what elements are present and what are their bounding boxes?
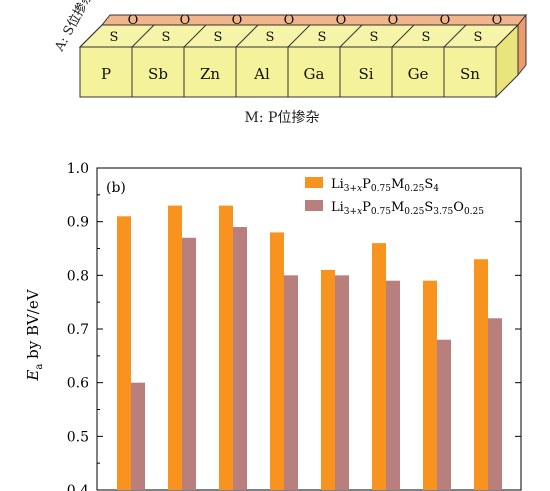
cube-label: Zn: [200, 65, 220, 83]
cube-label: Si: [358, 65, 373, 83]
bar-zn-series-1: [219, 205, 233, 491]
plot-frame: [96, 167, 522, 491]
cube-edge: [183, 24, 207, 48]
bar-al-series-1: [270, 232, 284, 490]
cube-label: Sb: [148, 65, 168, 83]
cube-label: Al: [253, 65, 270, 83]
s-atom-label: S: [266, 30, 275, 45]
o-atom-label: O: [492, 13, 503, 28]
y-axis: 0.4 0.5 0.6 0.7 0.8 0.9 1.0: [67, 161, 521, 491]
y-tick-label: 0.6: [67, 376, 89, 392]
o-atom-label: O: [128, 13, 139, 28]
y-axis-label-sub: a: [34, 364, 45, 370]
o-atom-label: O: [232, 13, 243, 28]
y-tick-label: 0.8: [67, 268, 89, 284]
cube-front-ge: [391, 46, 445, 98]
cube-edge: [235, 24, 259, 48]
bar-sn-series-1: [474, 259, 488, 490]
bottom-label: M: P位掺杂: [245, 109, 320, 126]
oxygen-strip-side: [517, 13, 527, 77]
o-atom-label: O: [180, 13, 191, 28]
bar-si-series-1: [372, 243, 386, 490]
o-atom-label: O: [336, 13, 347, 28]
cube-edge: [443, 24, 467, 48]
o-atom-label: O: [440, 13, 451, 28]
bar-sb-series-1: [168, 205, 182, 491]
s-atom-label: S: [110, 30, 119, 45]
cube-front-sn: [443, 46, 497, 98]
y-axis-label-main: E: [24, 370, 42, 382]
cube-front-al: [235, 46, 289, 98]
bar-ga-series-2: [335, 275, 349, 490]
cube-edge: [391, 24, 415, 48]
cube-front-zn: [183, 46, 237, 98]
cube-label: P: [101, 65, 111, 83]
s-atom-label: S: [162, 30, 171, 45]
o-atom-label: O: [284, 13, 295, 28]
cube-label: Sn: [460, 65, 480, 83]
y-axis-label-rest: by BV/eV: [24, 288, 42, 363]
cube-front-sb: [131, 46, 185, 98]
cube-label: Ge: [408, 65, 429, 83]
legend-swatch-s4: [305, 177, 323, 188]
bars: [117, 205, 502, 491]
bar-sb-series-2: [182, 237, 196, 490]
s-atom-label: S: [214, 30, 223, 45]
bar-ge-series-1: [423, 280, 437, 490]
cube-front-p: [79, 46, 133, 98]
bar-chart: 0.4 0.5 0.6 0.7 0.8 0.9 1.0 (b) Ea by BV/eV Li…: [24, 161, 522, 491]
s-atom-label: S: [474, 30, 483, 45]
legend-entry-s4: Li3+xP0.75M0.25S4: [331, 177, 439, 194]
bar-p-series-1: [117, 216, 131, 491]
y-axis-label: Ea by BV/eV: [24, 288, 45, 381]
cube-edge: [131, 24, 155, 48]
oxygen-strip-top: [100, 14, 528, 26]
o-atom-label: O: [388, 13, 399, 28]
legend-entry-o: Li3+xP0.75M0.25S3.75O0.25: [331, 200, 484, 217]
y-tick-label: 0.5: [67, 429, 89, 445]
bar-sn-series-2: [488, 318, 502, 490]
s-atom-label: S: [318, 30, 327, 45]
cube-front-ga: [287, 46, 341, 98]
legend: Li3+xP0.75M0.25S4 Li3+xP0.75M0.25S3.75O0…: [305, 177, 484, 217]
cube-edge: [287, 24, 311, 48]
y-tick-label: 1.0: [67, 161, 89, 177]
bar-ge-series-2: [437, 339, 451, 490]
bar-ga-series-1: [321, 269, 335, 490]
cube-edge: [339, 24, 363, 48]
bar-al-series-2: [284, 275, 298, 490]
y-tick-label: 0.9: [67, 215, 89, 231]
bar-si-series-2: [386, 280, 400, 490]
y-tick-label: 0.4: [67, 483, 89, 491]
cube-label: Ga: [304, 65, 325, 83]
s-atom-label: S: [370, 30, 379, 45]
s-atom-label: S: [422, 30, 431, 45]
bar-zn-series-2: [233, 227, 247, 491]
panel-label: (b): [106, 180, 126, 196]
bar-p-series-2: [131, 382, 145, 490]
cube-edge: [79, 24, 103, 48]
y-tick-label: 0.7: [67, 322, 89, 338]
legend-swatch-o: [305, 200, 323, 211]
